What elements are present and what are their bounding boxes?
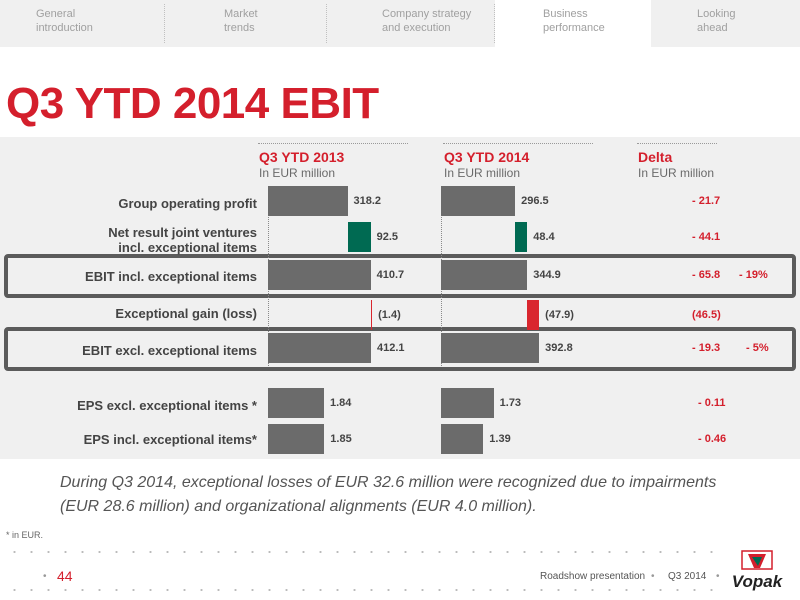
highlight-box-ebit-excl — [4, 327, 796, 371]
footer-bullet: • — [716, 571, 720, 582]
bar-2013-row-5 — [268, 333, 371, 363]
bar-2013-row-4 — [370, 300, 373, 330]
eps-bar-2014-row-2 — [441, 424, 484, 454]
value-2014-row-5: 392.8 — [545, 342, 573, 354]
vopak-logo: Vopak — [716, 548, 798, 591]
tab-label: Company strategy and execution — [382, 8, 472, 34]
bar-2014-row-2 — [515, 222, 528, 252]
vopak-logo-mark — [741, 550, 773, 570]
footer-period: Q3 2014 — [668, 571, 707, 582]
footer-bullet: • — [651, 571, 655, 582]
footnote: * in EUR. — [6, 530, 44, 540]
logo-wordmark: Vopak — [731, 572, 783, 591]
tab-business-performance[interactable]: Business performance — [495, 0, 651, 47]
highlight-box-ebit-incl — [4, 254, 796, 298]
bar-2013-row-1 — [268, 186, 348, 216]
value-2013-row-2: 92.5 — [376, 231, 399, 243]
column-sub-2013: In EUR million — [259, 166, 336, 180]
delta-row-1: - 21.7 — [692, 195, 721, 207]
delta-row-4: (46.5) — [692, 309, 721, 321]
bar-2014-row-1 — [441, 186, 516, 216]
section-nav: General introduction Market trends Compa… — [0, 0, 800, 47]
eps-value-2014-row-1: 1.73 — [499, 397, 522, 409]
value-2014-row-1: 296.5 — [521, 195, 549, 207]
tab-looking-ahead[interactable]: Looking ahead — [651, 0, 800, 47]
tab-label: Market trends — [224, 8, 258, 34]
column-divider — [258, 143, 408, 144]
dotted-divider — [6, 589, 721, 591]
row-label-eps-excl: EPS excl. exceptional items * — [77, 398, 257, 413]
eps-value-2013-row-1: 1.84 — [330, 397, 352, 409]
delta-row-5: - 19.3 — [692, 342, 721, 354]
row-label-eps-incl: EPS incl. exceptional items* — [83, 432, 257, 447]
delta-pct-row-5: - 5% — [746, 342, 769, 354]
chart-panel — [0, 137, 800, 459]
value-2013-row-3: 410.7 — [376, 269, 405, 281]
dotted-divider — [6, 551, 721, 553]
footer-bullet: • — [43, 571, 47, 582]
eps-bar-2013-row-2 — [268, 424, 325, 454]
value-2013-row-4: (1.4) — [378, 309, 401, 321]
tab-company-strategy[interactable]: Company strategy and execution — [327, 0, 495, 47]
column-divider — [637, 143, 717, 144]
eps-delta-row-2: - 0.46 — [698, 433, 727, 445]
value-2014-row-3: 344.9 — [533, 269, 561, 281]
delta-pct-row-3: - 19% — [739, 269, 768, 281]
row-label-exceptional: Exceptional gain (loss) — [115, 306, 257, 321]
bar-2014-row-5 — [441, 333, 540, 363]
tab-label: Business performance — [543, 8, 605, 34]
column-head-delta: Delta — [638, 149, 673, 165]
delta-row-3: - 65.8 — [692, 269, 721, 281]
page-title: Q3 YTD 2014 EBIT — [6, 79, 379, 128]
column-divider — [443, 143, 593, 144]
tab-label: Looking ahead — [697, 8, 736, 34]
delta-row-2: - 44.1 — [692, 231, 721, 243]
row-label-ebit-incl: EBIT incl. exceptional items — [85, 269, 257, 284]
column-sub-2014: In EUR million — [444, 166, 521, 180]
eps-value-2013-row-2: 1.85 — [330, 433, 352, 445]
tab-market-trends[interactable]: Market trends — [165, 0, 327, 47]
value-2013-row-1: 318.2 — [353, 195, 382, 207]
eps-value-2014-row-2: 1.39 — [489, 433, 511, 445]
row-label-ebit-excl: EBIT excl. exceptional items — [82, 343, 257, 358]
tab-label: General introduction — [36, 8, 93, 34]
commentary-note: During Q3 2014, exceptional losses of EU… — [60, 474, 717, 515]
column-head-2014: Q3 YTD 2014 — [444, 149, 530, 165]
page-number: 44 — [57, 568, 73, 584]
row-label-net-result-jv: Net result joint ventures incl. exceptio… — [108, 225, 257, 255]
column-head-2013: Q3 YTD 2013 — [259, 149, 345, 165]
eps-bar-2013-row-1 — [268, 388, 324, 418]
tab-general-introduction[interactable]: General introduction — [0, 0, 165, 47]
value-2013-row-5: 412.1 — [377, 342, 405, 354]
row-label-group-operating-profit: Group operating profit — [118, 196, 257, 211]
bar-2013-row-3 — [268, 260, 371, 290]
column-sub-delta: In EUR million — [638, 166, 715, 180]
bar-2014-row-4 — [527, 300, 540, 330]
bar-2014-row-3 — [441, 260, 528, 290]
eps-bar-2014-row-1 — [441, 388, 494, 418]
eps-delta-row-1: - 0.11 — [698, 397, 726, 409]
value-2014-row-4: (47.9) — [545, 309, 574, 321]
bar-2013-row-2 — [347, 222, 371, 252]
footer-presentation: Roadshow presentation — [540, 571, 646, 582]
value-2014-row-2: 48.4 — [533, 231, 555, 243]
